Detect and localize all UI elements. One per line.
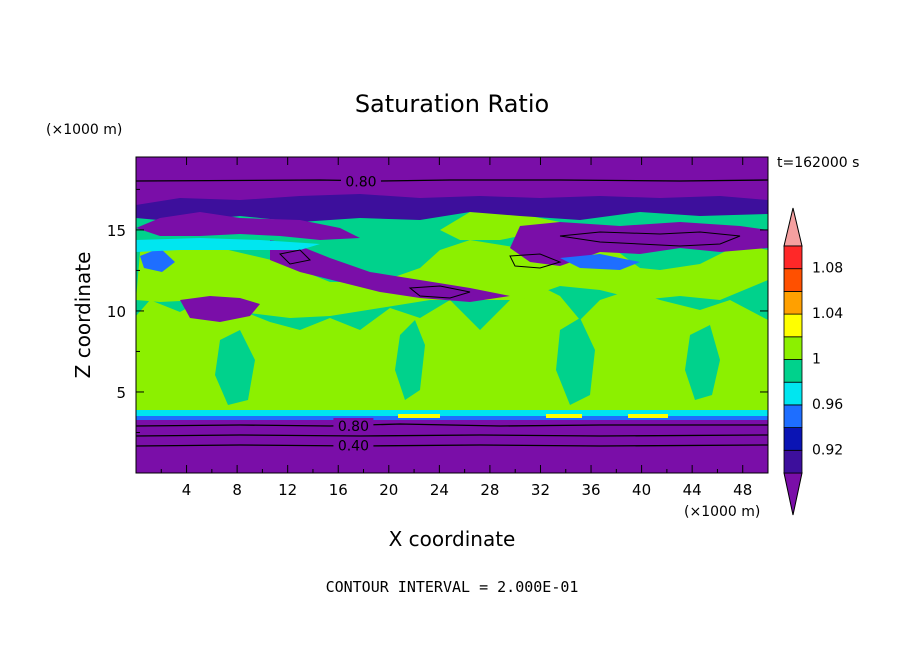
contour-040-bottom <box>136 444 768 447</box>
x-tick-label: 24 <box>430 481 449 499</box>
x-axis-label: X coordinate <box>389 527 516 551</box>
contour-label: 0.40 <box>338 438 369 454</box>
y-axis-label: Z coordinate <box>71 252 95 379</box>
contour-label: 0.80 <box>345 174 376 190</box>
field-green-pocket-3 <box>215 330 255 405</box>
x-unit-label: (×1000 m) <box>684 504 760 520</box>
colorbar-swatch <box>783 268 803 292</box>
contour-interval-footer: CONTOUR INTERVAL = 2.000E-01 <box>326 578 579 596</box>
contour-060-bottom <box>136 434 768 437</box>
field-yellow-patch-3 <box>628 414 668 418</box>
contour-label-bg <box>333 437 374 452</box>
y-tick-label: 10 <box>107 303 126 321</box>
field-blue-streak-1 <box>140 248 175 272</box>
field-yellow-patch-1 <box>398 414 440 418</box>
contour-label-bg <box>333 418 374 433</box>
contour-label: 0.80 <box>338 419 369 435</box>
field-purple-lower <box>136 420 768 473</box>
field-blue-band-upper <box>136 194 768 222</box>
x-tick-label: 48 <box>733 481 752 499</box>
field-cyan-boundary <box>136 410 768 420</box>
y-axis: 5 10 15 <box>107 188 768 433</box>
field-green-pocket-4 <box>685 325 720 400</box>
contour-upper-2 <box>408 285 471 299</box>
colorbar-over-triangle <box>783 207 803 247</box>
x-tick-label: 20 <box>379 481 398 499</box>
colorbar: 0.92 0.96 1 1.04 1.08 <box>783 207 843 516</box>
colorbar-swatch <box>783 336 803 360</box>
field-purple-streak-4 <box>180 296 260 322</box>
x-tick-label: 32 <box>531 481 550 499</box>
colorbar-label: 1 <box>812 352 821 368</box>
colorbar-swatch <box>783 427 803 451</box>
colorbar-swatch <box>783 359 803 383</box>
field-lime-lower <box>136 286 768 418</box>
field-green-pocket-1 <box>395 320 425 400</box>
x-tick-label: 12 <box>278 481 297 499</box>
colorbar-swatch <box>783 404 803 428</box>
saturation-field <box>136 157 768 473</box>
y-tick-label: 15 <box>107 222 126 240</box>
plot-frame <box>135 156 769 474</box>
x-tick-label: 36 <box>581 481 600 499</box>
field-blue-streak-2 <box>560 254 640 270</box>
x-tick-label: 28 <box>480 481 499 499</box>
field-cyan-streak <box>136 238 320 252</box>
contour-upper-1 <box>559 231 741 247</box>
y-tick-label: 5 <box>116 384 126 402</box>
colorbar-label: 1.08 <box>812 261 843 277</box>
x-tick-label: 8 <box>232 481 242 499</box>
contour-label-bg <box>340 173 381 188</box>
contour-upper-3 <box>509 253 562 269</box>
y-unit-label: (×1000 m) <box>46 122 122 138</box>
colorbar-label: 0.92 <box>812 442 843 458</box>
colorbar-swatch <box>783 290 803 315</box>
field-purple-streak-1 <box>136 212 360 240</box>
colorbar-swatch <box>783 245 803 270</box>
colorbar-under-triangle <box>783 472 803 516</box>
field-green-pocket-2 <box>556 318 595 405</box>
x-tick-label: 4 <box>182 481 192 499</box>
x-tick-label: 40 <box>632 481 651 499</box>
time-label: t=162000 s <box>777 155 859 171</box>
chart-title: Saturation Ratio <box>355 90 549 118</box>
x-tick-label: 44 <box>683 481 702 499</box>
field-blue-boundary <box>136 416 768 422</box>
x-tick-label: 16 <box>329 481 348 499</box>
contour-080-top <box>136 179 768 182</box>
colorbar-swatch <box>783 449 803 474</box>
colorbar-swatch <box>783 381 803 406</box>
field-yellow-patch-2 <box>546 414 582 418</box>
contour-labels: 0.80 0.80 0.40 <box>333 173 381 454</box>
contour-080-bottom <box>136 423 768 427</box>
colorbar-label: 0.96 <box>812 397 843 413</box>
field-purple-streak-3 <box>270 240 510 302</box>
colorbar-swatch <box>783 313 803 338</box>
colorbar-label: 1.04 <box>812 306 843 322</box>
x-axis: 4 8 12 16 20 24 28 32 36 40 44 48 <box>160 157 752 499</box>
contour-upper-4 <box>278 249 312 265</box>
